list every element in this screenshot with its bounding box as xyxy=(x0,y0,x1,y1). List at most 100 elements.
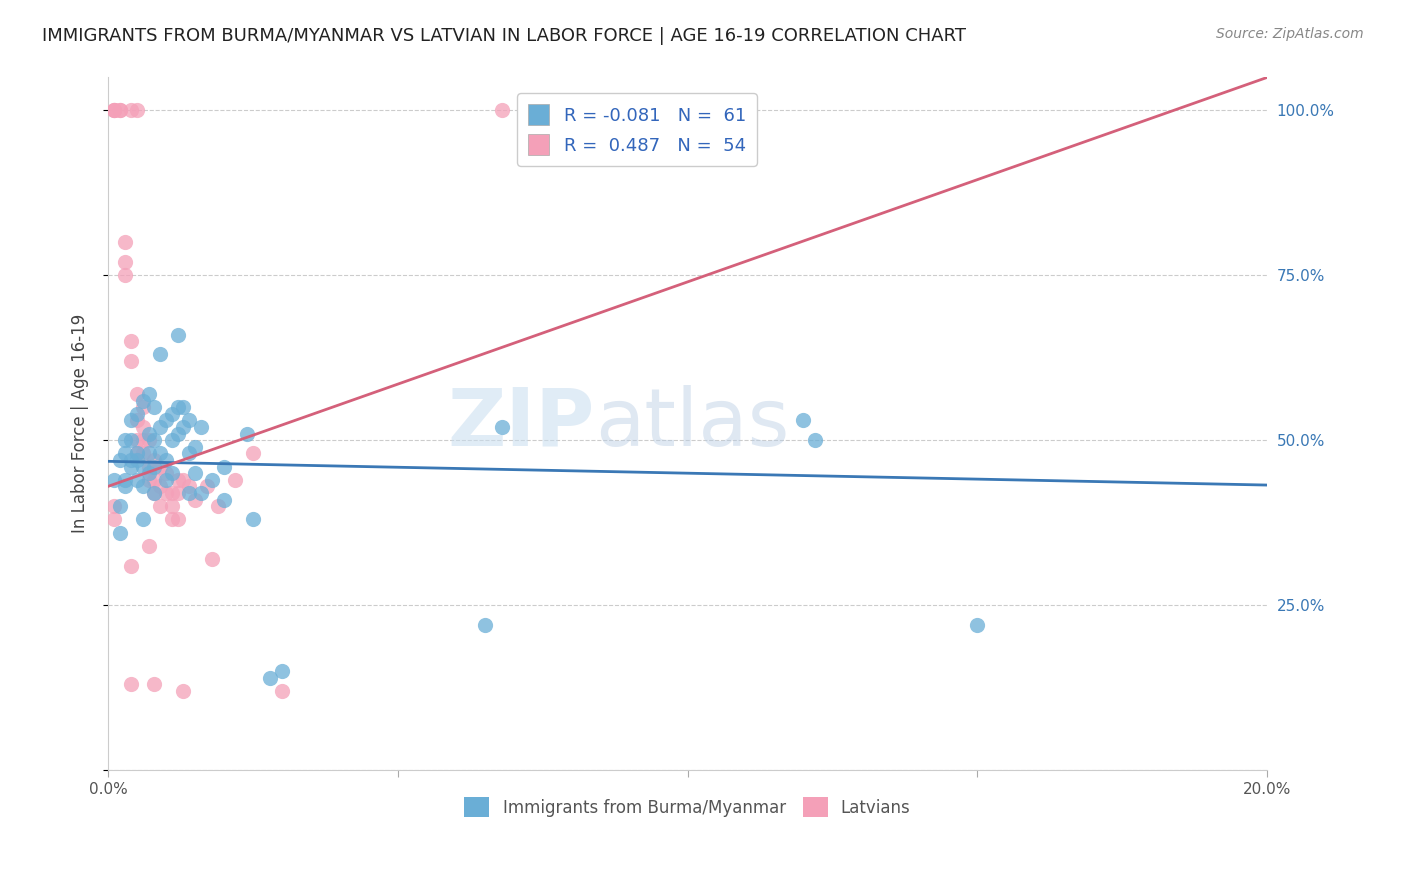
Point xyxy=(149,499,172,513)
Point xyxy=(108,525,131,540)
Point xyxy=(114,235,136,250)
Point xyxy=(143,453,166,467)
Point xyxy=(138,387,160,401)
Point xyxy=(172,683,194,698)
Point xyxy=(120,459,142,474)
Point xyxy=(138,446,160,460)
Point xyxy=(132,459,155,474)
Point xyxy=(125,103,148,118)
Point xyxy=(149,479,172,493)
Point xyxy=(792,413,814,427)
Point xyxy=(491,420,513,434)
Point xyxy=(143,486,166,500)
Point xyxy=(179,479,201,493)
Point xyxy=(172,401,194,415)
Point xyxy=(179,413,201,427)
Point xyxy=(138,473,160,487)
Point xyxy=(125,387,148,401)
Point xyxy=(270,683,292,698)
Point xyxy=(132,393,155,408)
Point xyxy=(236,426,259,441)
Point xyxy=(166,473,188,487)
Point xyxy=(160,486,183,500)
Point xyxy=(103,473,125,487)
Point xyxy=(166,401,188,415)
Point xyxy=(108,103,131,118)
Point xyxy=(172,473,194,487)
Point xyxy=(242,446,264,460)
Point xyxy=(804,434,827,448)
Point xyxy=(132,512,155,526)
Point xyxy=(184,466,207,480)
Point xyxy=(149,347,172,361)
Point xyxy=(114,268,136,283)
Text: atlas: atlas xyxy=(595,384,789,463)
Text: Source: ZipAtlas.com: Source: ZipAtlas.com xyxy=(1216,27,1364,41)
Point xyxy=(149,459,172,474)
Point xyxy=(108,453,131,467)
Point xyxy=(270,664,292,678)
Point xyxy=(212,492,235,507)
Point xyxy=(125,413,148,427)
Point xyxy=(125,407,148,421)
Point xyxy=(160,512,183,526)
Point xyxy=(143,486,166,500)
Point xyxy=(143,434,166,448)
Point xyxy=(155,413,177,427)
Point xyxy=(190,486,212,500)
Point xyxy=(114,255,136,269)
Point xyxy=(125,446,148,460)
Point xyxy=(190,420,212,434)
Point xyxy=(166,327,188,342)
Point xyxy=(224,473,246,487)
Point xyxy=(125,453,148,467)
Point xyxy=(179,446,201,460)
Point xyxy=(160,407,183,421)
Point xyxy=(149,420,172,434)
Point xyxy=(132,446,155,460)
Point xyxy=(160,466,183,480)
Point xyxy=(103,499,125,513)
Point xyxy=(179,486,201,500)
Point xyxy=(125,473,148,487)
Point xyxy=(120,334,142,349)
Point xyxy=(166,512,188,526)
Point xyxy=(132,434,155,448)
Point xyxy=(120,434,142,448)
Point xyxy=(120,103,142,118)
Point xyxy=(184,492,207,507)
Point xyxy=(160,499,183,513)
Point xyxy=(212,459,235,474)
Point xyxy=(201,473,224,487)
Point xyxy=(138,539,160,553)
Point xyxy=(259,671,281,685)
Point xyxy=(155,473,177,487)
Point xyxy=(114,479,136,493)
Point xyxy=(149,446,172,460)
Y-axis label: In Labor Force | Age 16-19: In Labor Force | Age 16-19 xyxy=(72,314,89,533)
Point xyxy=(138,466,160,480)
Point xyxy=(114,446,136,460)
Point xyxy=(120,413,142,427)
Point xyxy=(143,677,166,691)
Point xyxy=(184,440,207,454)
Point xyxy=(132,401,155,415)
Legend: Immigrants from Burma/Myanmar, Latvians: Immigrants from Burma/Myanmar, Latvians xyxy=(458,790,917,824)
Point xyxy=(108,499,131,513)
Point xyxy=(966,618,988,632)
Point xyxy=(474,618,496,632)
Point xyxy=(114,473,136,487)
Point xyxy=(132,479,155,493)
Point xyxy=(491,103,513,118)
Point xyxy=(103,103,125,118)
Point xyxy=(172,420,194,434)
Point xyxy=(103,512,125,526)
Point xyxy=(160,434,183,448)
Point xyxy=(155,453,177,467)
Point xyxy=(143,473,166,487)
Point xyxy=(207,499,229,513)
Point xyxy=(120,558,142,573)
Point xyxy=(120,354,142,368)
Point xyxy=(138,426,160,441)
Point xyxy=(103,103,125,118)
